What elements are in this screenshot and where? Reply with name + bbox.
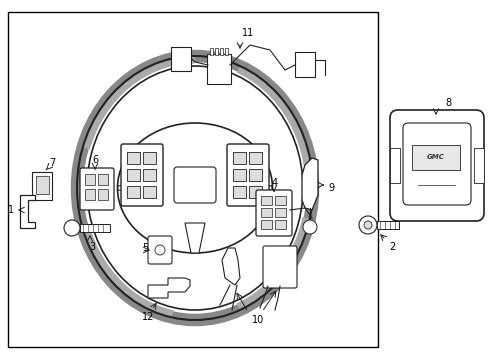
- Bar: [98, 174, 108, 185]
- Ellipse shape: [87, 66, 303, 310]
- Bar: [233, 186, 246, 198]
- Text: 5: 5: [142, 243, 148, 253]
- Bar: [85, 174, 95, 185]
- Bar: [275, 208, 286, 217]
- FancyBboxPatch shape: [256, 190, 292, 236]
- Bar: [249, 169, 262, 181]
- FancyBboxPatch shape: [171, 47, 191, 71]
- Bar: [275, 220, 286, 229]
- Bar: [261, 220, 272, 229]
- Circle shape: [64, 220, 80, 236]
- Bar: [249, 152, 262, 164]
- Circle shape: [359, 216, 377, 234]
- Text: 8: 8: [445, 98, 451, 108]
- FancyBboxPatch shape: [80, 168, 114, 210]
- Polygon shape: [185, 223, 205, 253]
- Bar: [295, 52, 315, 77]
- Polygon shape: [148, 278, 190, 298]
- Ellipse shape: [77, 56, 313, 320]
- Text: 3: 3: [89, 242, 95, 252]
- Bar: [36, 176, 49, 194]
- Bar: [275, 196, 286, 205]
- Bar: [220, 48, 223, 55]
- Bar: [261, 208, 272, 217]
- Bar: [127, 169, 140, 181]
- Polygon shape: [302, 158, 318, 210]
- Bar: [377, 221, 399, 229]
- Bar: [8, 12, 378, 347]
- Circle shape: [155, 245, 165, 255]
- Bar: [143, 169, 156, 181]
- Text: 4: 4: [272, 178, 278, 188]
- Bar: [32, 172, 52, 200]
- Bar: [390, 148, 400, 183]
- Polygon shape: [222, 248, 240, 285]
- Text: 1: 1: [8, 205, 14, 215]
- Bar: [127, 186, 140, 198]
- Circle shape: [303, 220, 317, 234]
- FancyBboxPatch shape: [121, 144, 163, 206]
- Bar: [233, 152, 246, 164]
- Bar: [143, 186, 156, 198]
- Bar: [225, 48, 228, 55]
- Bar: [85, 189, 95, 200]
- Bar: [474, 148, 484, 183]
- Polygon shape: [20, 195, 35, 228]
- FancyBboxPatch shape: [263, 246, 297, 288]
- Text: 10: 10: [252, 315, 264, 325]
- Bar: [143, 152, 156, 164]
- Circle shape: [364, 221, 372, 229]
- Polygon shape: [118, 180, 160, 196]
- Text: 6: 6: [92, 155, 98, 165]
- FancyBboxPatch shape: [148, 236, 172, 264]
- Bar: [210, 48, 213, 55]
- Text: 12: 12: [142, 312, 154, 322]
- Bar: [127, 152, 140, 164]
- Text: 11: 11: [242, 28, 254, 38]
- FancyBboxPatch shape: [390, 110, 484, 221]
- Text: 2: 2: [389, 242, 395, 252]
- Text: GMC: GMC: [427, 154, 445, 160]
- FancyBboxPatch shape: [207, 54, 231, 84]
- Bar: [249, 186, 262, 198]
- Ellipse shape: [118, 123, 272, 253]
- Bar: [80, 224, 110, 232]
- Bar: [98, 189, 108, 200]
- FancyBboxPatch shape: [174, 167, 216, 203]
- Bar: [215, 48, 218, 55]
- Polygon shape: [230, 180, 272, 196]
- Text: 7: 7: [49, 158, 55, 168]
- FancyBboxPatch shape: [227, 144, 269, 206]
- Bar: [412, 145, 460, 170]
- Bar: [261, 196, 272, 205]
- FancyBboxPatch shape: [403, 123, 471, 205]
- Text: 9: 9: [328, 183, 334, 193]
- Bar: [233, 169, 246, 181]
